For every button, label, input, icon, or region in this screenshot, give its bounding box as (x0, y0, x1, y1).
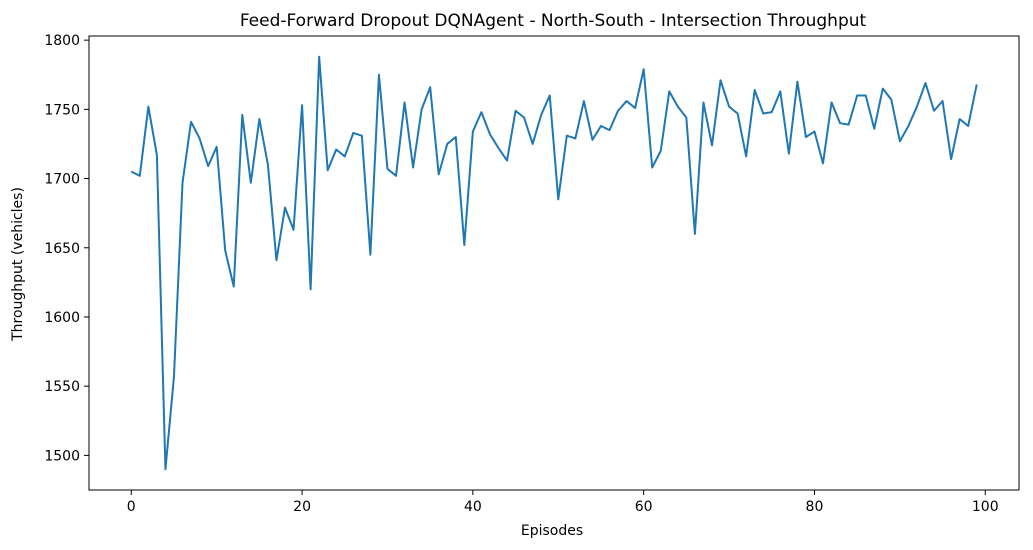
x-axis: 0 20 40 60 80 100 (127, 490, 999, 515)
y-tick-label: 1700 (44, 172, 80, 188)
plot-frame (88, 35, 1020, 491)
x-tick-label: 100 (972, 499, 999, 515)
x-tick-label: 20 (293, 499, 311, 515)
y-tick-label: 1800 (44, 33, 80, 49)
y-axis-label: Throughput (vehicles) (10, 187, 26, 342)
x-tick-label: 40 (464, 499, 482, 515)
plot-area (130, 55, 978, 471)
throughput-series-line (130, 55, 978, 471)
x-tick-label: 80 (806, 499, 824, 515)
chart-title: Feed-Forward Dropout DQNAgent - North-So… (240, 11, 867, 31)
y-tick-label: 1500 (44, 448, 80, 464)
x-tick-label: 60 (635, 499, 653, 515)
y-tick-label: 1600 (44, 310, 80, 326)
y-axis: 1500 1550 1600 1650 1700 1750 1800 (44, 33, 89, 464)
y-tick-label: 1750 (44, 102, 80, 118)
x-axis-label: Episodes (521, 523, 583, 539)
x-tick-label: 0 (127, 499, 136, 515)
y-tick-label: 1550 (44, 379, 80, 395)
y-tick-label: 1650 (44, 241, 80, 257)
